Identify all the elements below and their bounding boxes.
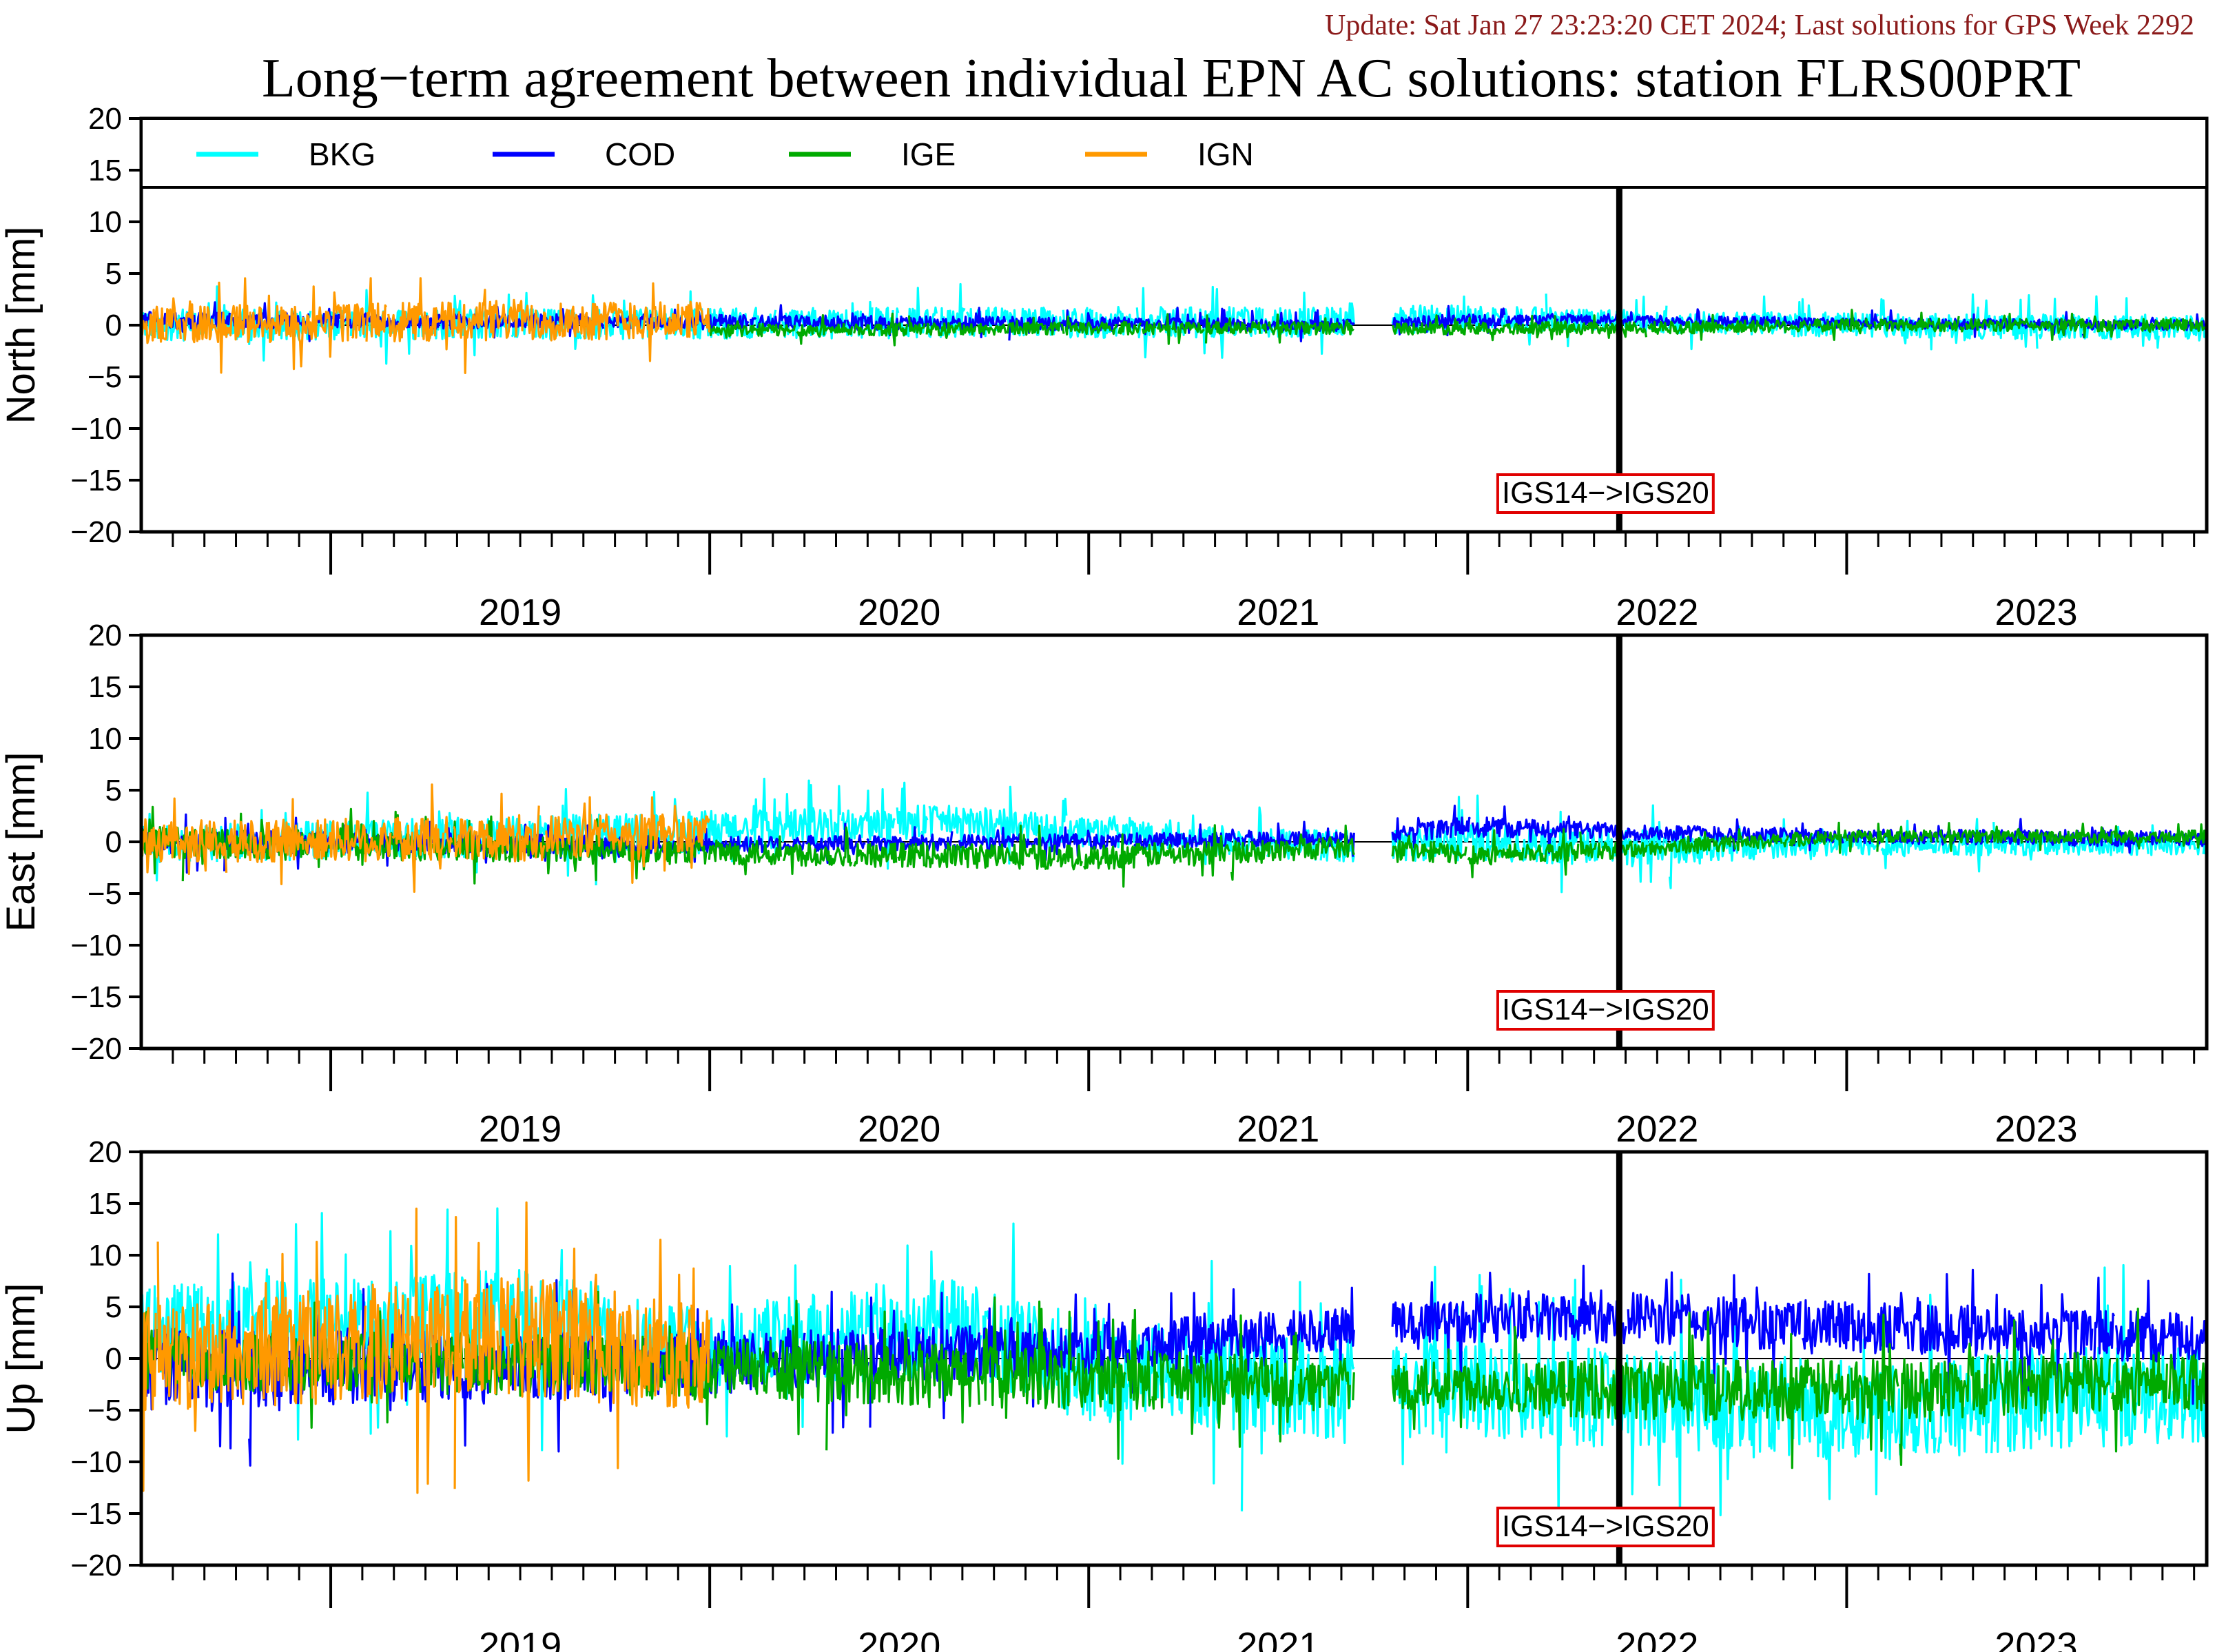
chart-title: Long−term agreement between individual E… [262, 48, 2081, 109]
y-axis-label: North [mm] [0, 227, 43, 424]
y-tick-label: −5 [87, 1394, 122, 1427]
x-tick-label: 2022 [1616, 1108, 1698, 1150]
y-tick-label: 10 [88, 205, 122, 239]
y-axis-label: East [mm] [0, 752, 43, 931]
panels: BKG COD IGE IGN 20 15 10 5 0 −5 −10 −15 −20 North [mm… [0, 102, 2209, 1652]
frame-change-box [1496, 1507, 1715, 1547]
x-tick-label: 2021 [1237, 1108, 1319, 1150]
y-tick-label: 0 [105, 825, 122, 859]
x-tick-label: 2020 [858, 1108, 940, 1150]
y-tick-label: 0 [105, 309, 122, 342]
frame-change-label: IGS14−>IGS20 [1502, 993, 1709, 1026]
y-tick-label: 20 [88, 1135, 122, 1169]
series-ign [140, 783, 710, 893]
frame-change-annotation: IGS14−>IGS20 [1496, 1507, 1715, 1547]
x-tick-label: 2021 [1237, 592, 1319, 633]
y-tick-label: −10 [70, 412, 122, 446]
series-ige [708, 309, 2207, 347]
y-tick-label: −5 [87, 360, 122, 394]
y-tick-label: −10 [70, 929, 122, 962]
legend-box [140, 117, 2208, 189]
y-tick-label: 10 [88, 1239, 122, 1272]
y-tick-label: 20 [88, 102, 122, 136]
y-tick-label: 10 [88, 722, 122, 756]
series-ige [140, 805, 2208, 888]
panel-north: BKG COD IGE IGN 20 15 10 5 0 −5 −10 −15 −20 North [mm… [0, 102, 2209, 633]
y-tick-label: −10 [70, 1445, 122, 1479]
y-tick-label: 5 [105, 774, 122, 807]
y-tick-label: 5 [105, 257, 122, 291]
x-tick-label: 2019 [479, 592, 561, 633]
y-axis-label: Up [mm] [0, 1283, 43, 1434]
y-tick-label: 15 [88, 670, 122, 704]
frame-change-box [1496, 990, 1715, 1031]
y-tick-label: 0 [105, 1342, 122, 1376]
frame-change-annotation: IGS14−>IGS20 [1496, 990, 1715, 1031]
y-tick-label: 15 [88, 154, 122, 187]
x-tick-label: 2023 [1995, 1108, 2077, 1150]
x-tick-label: 2019 [479, 1625, 561, 1652]
y-tick-label: 5 [105, 1290, 122, 1324]
panel-up: 20 15 10 5 0 −5 −10 −15 −20 Up [mm] 2019 2020 2021 20… [0, 1135, 2209, 1652]
frame-change-label: IGS14−>IGS20 [1502, 1509, 1709, 1543]
y-tick-label: −15 [70, 1497, 122, 1531]
legend-label-bkg: BKG [309, 136, 375, 172]
y-tick-label: 20 [88, 619, 122, 652]
x-tick-label: 2022 [1616, 592, 1698, 633]
x-tick-label: 2019 [479, 1108, 561, 1150]
x-tick-label: 2020 [858, 1625, 940, 1652]
update-text: Update: Sat Jan 27 23:23:20 CET 2024; La… [1325, 10, 2194, 41]
x-tick-label: 2022 [1616, 1625, 1698, 1652]
x-tick-label: 2021 [1237, 1625, 1319, 1652]
y-tick-label: 15 [88, 1187, 122, 1221]
y-tick-label: −5 [87, 877, 122, 911]
x-tick-label: 2020 [858, 592, 940, 633]
y-tick-label: −20 [70, 515, 122, 549]
series-ign [140, 1201, 710, 1494]
frame-change-annotation: IGS14−>IGS20 [1496, 473, 1715, 514]
frame-change-label: IGS14−>IGS20 [1502, 476, 1709, 510]
panel-east: 20 15 10 5 0 −5 −10 −15 −20 East [mm] 2019 2020 2021… [0, 619, 2209, 1150]
y-tick-label: −20 [70, 1032, 122, 1066]
series-ign [140, 277, 710, 374]
legend-label-ige: IGE [901, 136, 956, 172]
x-tick-label: 2023 [1995, 592, 2077, 633]
y-tick-label: −15 [70, 980, 122, 1014]
y-tick-label: −20 [70, 1549, 122, 1582]
legend-label-ign: IGN [1197, 136, 1254, 172]
frame-change-box [1496, 473, 1715, 514]
x-tick-label: 2023 [1995, 1625, 2077, 1652]
legend-label-cod: COD [605, 136, 675, 172]
y-tick-label: −15 [70, 464, 122, 497]
